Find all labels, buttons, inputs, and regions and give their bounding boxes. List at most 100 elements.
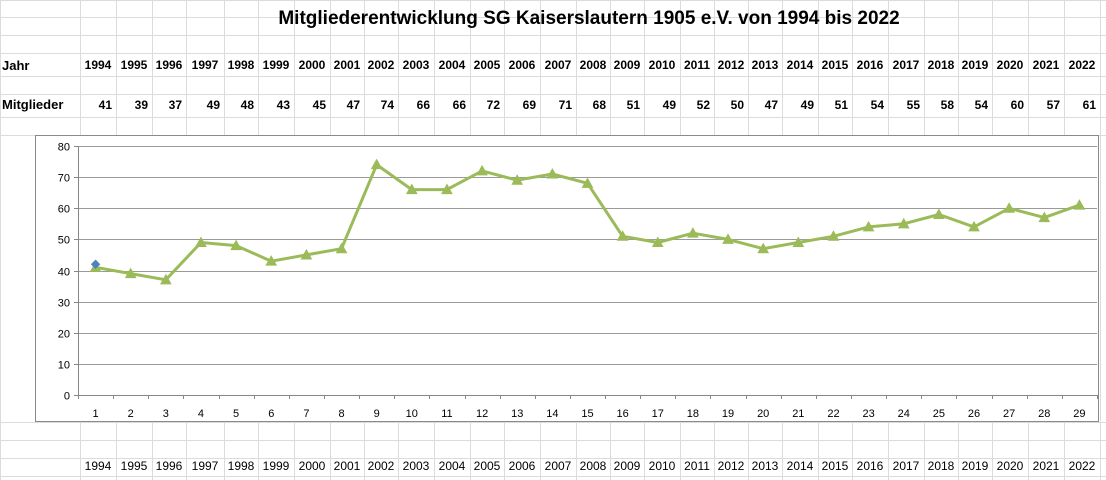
bottom-year-cell[interactable]: 2007 xyxy=(544,459,572,473)
bottom-year-cell[interactable]: 1999 xyxy=(262,459,290,473)
bottom-year-cell[interactable]: 2009 xyxy=(613,459,641,473)
data-point-marker xyxy=(651,236,664,247)
year-cell[interactable]: 1997 xyxy=(191,58,219,72)
bottom-year-cell[interactable]: 1997 xyxy=(191,459,219,473)
bottom-year-cell[interactable]: 2000 xyxy=(298,459,326,473)
year-cell[interactable]: 2018 xyxy=(927,58,955,72)
members-cell[interactable]: 50 xyxy=(730,98,744,112)
year-cell[interactable]: 2010 xyxy=(648,58,676,72)
year-cell[interactable]: 1995 xyxy=(120,58,148,72)
members-cell[interactable]: 69 xyxy=(522,98,536,112)
bottom-year-cell[interactable]: 2019 xyxy=(961,459,989,473)
members-cell[interactable]: 52 xyxy=(696,98,710,112)
bottom-year-cell[interactable]: 2011 xyxy=(684,459,710,473)
year-cell[interactable]: 1996 xyxy=(155,58,183,72)
year-cell[interactable]: 2007 xyxy=(544,58,572,72)
members-cell[interactable]: 54 xyxy=(870,98,884,112)
year-cell[interactable]: 2005 xyxy=(473,58,501,72)
year-cell[interactable]: 2008 xyxy=(579,58,607,72)
bottom-year-cell[interactable]: 2016 xyxy=(856,459,884,473)
bottom-year-cell[interactable]: 2013 xyxy=(751,459,779,473)
year-cell[interactable]: 2009 xyxy=(613,58,641,72)
data-point-marker xyxy=(1038,211,1051,223)
members-cell[interactable]: 60 xyxy=(1010,98,1024,112)
bottom-year-cell[interactable]: 2002 xyxy=(367,459,395,473)
chart-title: Mitgliederentwicklung SG Kaiserslautern … xyxy=(278,8,900,29)
year-cell[interactable]: 1999 xyxy=(262,58,290,72)
year-cell[interactable]: 2006 xyxy=(508,58,536,72)
members-cell[interactable]: 39 xyxy=(134,98,148,112)
bottom-year-cell[interactable]: 2005 xyxy=(473,459,501,473)
members-cell[interactable]: 71 xyxy=(558,98,572,112)
x-tick-label: 6 xyxy=(268,408,274,420)
bottom-year-cell[interactable]: 2022 xyxy=(1068,459,1096,473)
y-tick-label: 20 xyxy=(58,329,70,341)
year-cell[interactable]: 2022 xyxy=(1068,58,1096,72)
members-cell[interactable]: 72 xyxy=(486,98,500,112)
members-cell[interactable]: 74 xyxy=(380,98,394,112)
members-cell[interactable]: 68 xyxy=(592,98,606,112)
bottom-year-cell[interactable]: 2012 xyxy=(717,459,745,473)
year-cell[interactable]: 2014 xyxy=(786,58,814,72)
year-cell[interactable]: 2004 xyxy=(438,58,466,72)
members-cell[interactable]: 58 xyxy=(940,98,954,112)
bottom-year-cell[interactable]: 2015 xyxy=(821,459,849,473)
x-tick-label: 13 xyxy=(511,408,523,420)
bottom-year-cell[interactable]: 2006 xyxy=(508,459,536,473)
year-cell[interactable]: 2013 xyxy=(751,58,779,72)
members-cell[interactable]: 61 xyxy=(1082,98,1096,112)
members-cell[interactable]: 57 xyxy=(1046,98,1060,112)
members-cell[interactable]: 66 xyxy=(452,98,466,112)
x-tick-label: 29 xyxy=(1073,408,1085,420)
members-cell[interactable]: 43 xyxy=(276,98,290,112)
data-point-marker xyxy=(405,183,418,195)
members-cell[interactable]: 37 xyxy=(168,98,182,112)
data-point-marker xyxy=(124,267,137,279)
x-tick-label: 16 xyxy=(617,408,629,420)
members-cell[interactable]: 45 xyxy=(312,98,326,112)
bottom-year-cell[interactable]: 2008 xyxy=(579,459,607,473)
bottom-year-cell[interactable]: 2017 xyxy=(892,459,920,473)
members-cell[interactable]: 47 xyxy=(764,98,778,112)
members-cell[interactable]: 51 xyxy=(834,98,848,112)
members-cell[interactable]: 49 xyxy=(800,98,814,112)
members-cell[interactable]: 55 xyxy=(906,98,920,112)
year-cell[interactable]: 1994 xyxy=(84,58,112,72)
members-cell[interactable]: 48 xyxy=(240,98,254,112)
bottom-year-cell[interactable]: 2010 xyxy=(648,459,676,473)
members-cell[interactable]: 66 xyxy=(416,98,430,112)
bottom-year-cell[interactable]: 2004 xyxy=(438,459,466,473)
year-cell[interactable]: 2020 xyxy=(996,58,1024,72)
year-cell[interactable]: 2002 xyxy=(367,58,395,72)
bottom-year-cell[interactable]: 1996 xyxy=(155,459,183,473)
bottom-year-cell[interactable]: 1998 xyxy=(227,459,255,473)
year-cell[interactable]: 2017 xyxy=(892,58,920,72)
year-cell[interactable]: 1998 xyxy=(227,58,255,72)
bottom-year-cell[interactable]: 2001 xyxy=(333,459,361,473)
year-cell[interactable]: 2016 xyxy=(856,58,884,72)
year-cell[interactable]: 2000 xyxy=(298,58,326,72)
members-cell[interactable]: 49 xyxy=(206,98,220,112)
bottom-year-cell[interactable]: 2003 xyxy=(402,459,430,473)
year-cell[interactable]: 2001 xyxy=(333,58,361,72)
bottom-year-cell[interactable]: 2020 xyxy=(996,459,1024,473)
members-cell[interactable]: 54 xyxy=(974,98,988,112)
bottom-year-cell[interactable]: 2018 xyxy=(927,459,955,473)
chart-area[interactable]: 0 10 20 30 40 50 60 70 80 1 2 3 4 5 6 7 8 9 10 11 12 13 14 15 16… xyxy=(35,135,1099,422)
year-cell[interactable]: 2003 xyxy=(402,58,430,72)
bottom-year-cell[interactable]: 2014 xyxy=(786,459,814,473)
year-cell[interactable]: 2019 xyxy=(961,58,989,72)
bottom-year-cell[interactable]: 1994 xyxy=(84,459,112,473)
year-cell[interactable]: 2011 xyxy=(683,58,711,72)
members-cell[interactable]: 49 xyxy=(662,98,676,112)
members-cell[interactable]: 47 xyxy=(346,98,360,112)
y-tick-label: 70 xyxy=(58,173,70,185)
members-cell[interactable]: 41 xyxy=(98,98,112,112)
year-cell[interactable]: 2015 xyxy=(821,58,849,72)
bottom-year-cell[interactable]: 2021 xyxy=(1032,459,1060,473)
year-cell[interactable]: 2021 xyxy=(1032,58,1060,72)
members-cell[interactable]: 51 xyxy=(626,98,640,112)
bottom-year-cell[interactable]: 1995 xyxy=(120,459,148,473)
year-cell[interactable]: 2012 xyxy=(717,58,745,72)
